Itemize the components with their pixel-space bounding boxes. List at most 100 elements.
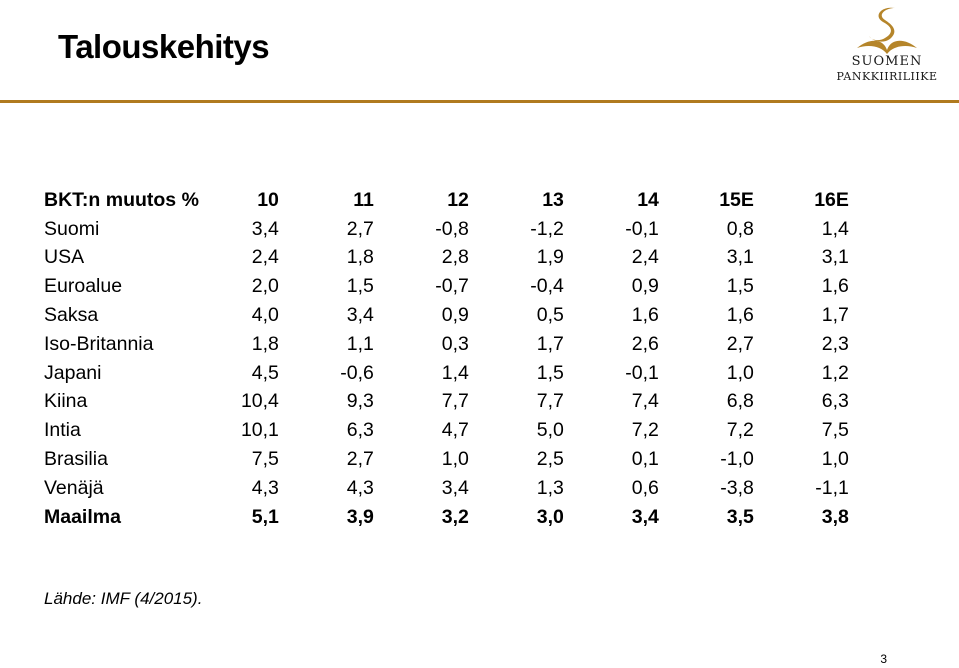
logo-text-line1: SUOMEN xyxy=(851,54,923,69)
table-cell: -0,8 xyxy=(435,217,469,240)
table-cell: 2,4 xyxy=(631,246,659,269)
table-cell: 3,5 xyxy=(726,505,754,528)
table-cell: 6,3 xyxy=(346,419,374,442)
table-cell: 1,4 xyxy=(441,361,469,384)
table-cell: 0,9 xyxy=(441,304,469,327)
table-cell: 3,4 xyxy=(441,476,469,499)
table-cell: 4,7 xyxy=(441,419,469,442)
company-logo: SUOMEN PANKKIIRILIIKE xyxy=(822,4,952,88)
table-cell: 3,0 xyxy=(536,505,564,528)
title-divider xyxy=(0,100,959,103)
table-cell: 1,9 xyxy=(536,246,564,269)
column-header: 14 xyxy=(637,188,659,211)
table-row: Venäjä 4,3 4,3 3,4 1,3 0,6 -3,8 -1,1 xyxy=(44,474,849,503)
table-cell: 1,8 xyxy=(346,246,374,269)
table-cell: 3,8 xyxy=(821,505,849,528)
row-label: Iso-Britannia xyxy=(44,332,154,355)
table-cell: 3,2 xyxy=(441,505,469,528)
table-cell: 2,6 xyxy=(631,332,659,355)
table-cell: 1,2 xyxy=(821,361,849,384)
table-cell: 5,0 xyxy=(536,419,564,442)
table-row: Kiina 10,4 9,3 7,7 7,7 7,4 6,8 6,3 xyxy=(44,388,849,417)
table-cell: -0,7 xyxy=(435,275,469,298)
row-label: Maailma xyxy=(44,505,121,528)
table-cell: 3,1 xyxy=(726,246,754,269)
table-row: USA 2,4 1,8 2,8 1,9 2,4 3,1 3,1 xyxy=(44,244,849,273)
table-cell: 0,3 xyxy=(441,332,469,355)
row-label: Suomi xyxy=(44,217,100,240)
table-cell: 1,0 xyxy=(726,361,754,384)
table-cell: -3,8 xyxy=(720,476,754,499)
table-cell: -0,4 xyxy=(530,275,564,298)
column-header: 12 xyxy=(447,188,469,211)
table-cell: 0,9 xyxy=(631,275,659,298)
table-cell: 6,8 xyxy=(726,390,754,413)
column-header: 13 xyxy=(542,188,564,211)
table-cell: -1,1 xyxy=(815,476,849,499)
row-label: Euroalue xyxy=(44,275,123,298)
table-cell: 1,5 xyxy=(726,275,754,298)
table-cell: 3,9 xyxy=(346,505,374,528)
table-total-row: Maailma 5,1 3,9 3,2 3,0 3,4 3,5 3,8 xyxy=(44,503,849,532)
logo-text-line2: PANKKIIRILIIKE xyxy=(836,70,938,83)
column-header: BKT:n muutos % xyxy=(44,188,199,211)
table-cell: -0,1 xyxy=(625,361,659,384)
table-cell: 2,5 xyxy=(536,448,564,471)
table-cell: 0,8 xyxy=(726,217,754,240)
table-cell: 0,5 xyxy=(536,304,564,327)
table-cell: 3,4 xyxy=(251,217,279,240)
column-header: 15E xyxy=(719,188,754,211)
table-cell: 3,4 xyxy=(346,304,374,327)
table-cell: 9,3 xyxy=(346,390,374,413)
table-cell: 1,7 xyxy=(821,304,849,327)
table-cell: 1,1 xyxy=(346,332,374,355)
table-cell: 5,1 xyxy=(251,505,279,528)
row-label: Saksa xyxy=(44,304,99,327)
table-cell: 7,7 xyxy=(441,390,469,413)
logo-emblem-icon xyxy=(857,7,917,54)
table-cell: -1,2 xyxy=(530,217,564,240)
table-cell: 2,3 xyxy=(821,332,849,355)
table-row: Intia 10,1 6,3 4,7 5,0 7,2 7,2 7,5 xyxy=(44,416,849,445)
table-cell: 10,1 xyxy=(240,419,279,442)
table-cell: 1,3 xyxy=(536,476,564,499)
table-cell: 1,8 xyxy=(251,332,279,355)
table-cell: 2,0 xyxy=(251,275,279,298)
table-cell: 1,4 xyxy=(821,217,849,240)
column-header: 10 xyxy=(257,188,279,211)
table-cell: 1,5 xyxy=(536,361,564,384)
source-note: Lähde: IMF (4/2015). xyxy=(44,589,203,608)
column-header: 16E xyxy=(814,188,849,211)
table-cell: 7,2 xyxy=(726,419,754,442)
table-cell: 7,5 xyxy=(821,419,849,442)
table-cell: 1,0 xyxy=(441,448,469,471)
row-label: Intia xyxy=(44,419,81,442)
table-cell: -0,6 xyxy=(340,361,374,384)
table-cell: 1,0 xyxy=(821,448,849,471)
table-cell: 0,1 xyxy=(631,448,659,471)
table-cell: 3,4 xyxy=(631,505,659,528)
table-cell: 4,3 xyxy=(346,476,374,499)
gdp-growth-table: BKT:n muutos % 10 11 12 13 14 15E 16E Su… xyxy=(44,186,849,532)
table-cell: 2,4 xyxy=(251,246,279,269)
table-cell: 7,5 xyxy=(251,448,279,471)
table-cell: 1,6 xyxy=(821,275,849,298)
row-label: USA xyxy=(44,246,85,269)
table-cell: 2,8 xyxy=(441,246,469,269)
table-cell: 1,7 xyxy=(536,332,564,355)
table-row: Japani 4,5 -0,6 1,4 1,5 -0,1 1,0 1,2 xyxy=(44,359,849,388)
table-row: Saksa 4,0 3,4 0,9 0,5 1,6 1,6 1,7 xyxy=(44,301,849,330)
table-cell: 0,6 xyxy=(631,476,659,499)
table-row: Iso-Britannia 1,8 1,1 0,3 1,7 2,6 2,7 2,… xyxy=(44,330,849,359)
table-cell: 1,6 xyxy=(631,304,659,327)
page-title: Talouskehitys xyxy=(58,28,270,65)
table-cell: 4,0 xyxy=(251,304,279,327)
table-cell: -0,1 xyxy=(625,217,659,240)
table-cell: 7,7 xyxy=(536,390,564,413)
table-cell: 4,5 xyxy=(251,361,279,384)
table-cell: 6,3 xyxy=(821,390,849,413)
row-label: Brasilia xyxy=(44,448,108,471)
table-row: Brasilia 7,5 2,7 1,0 2,5 0,1 -1,0 1,0 xyxy=(44,445,849,474)
table-row: Euroalue 2,0 1,5 -0,7 -0,4 0,9 1,5 1,6 xyxy=(44,272,849,301)
row-label: Venäjä xyxy=(44,476,104,499)
